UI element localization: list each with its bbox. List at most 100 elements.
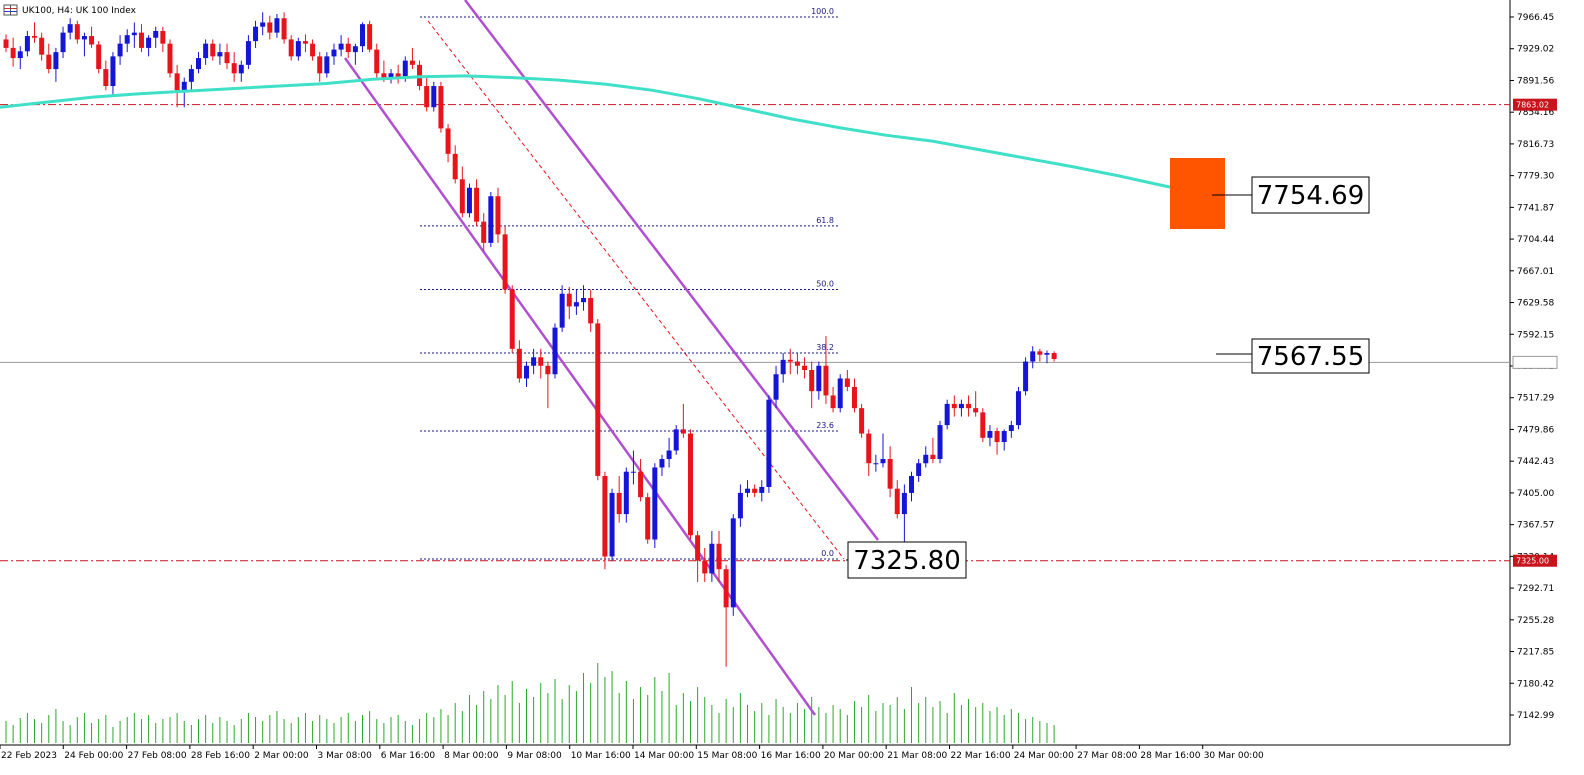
candle [602, 471, 608, 570]
candle-body [638, 471, 644, 498]
candle-body [17, 51, 23, 59]
symbol-grid-icon [3, 4, 18, 16]
candle-body [352, 46, 358, 53]
candle [980, 408, 986, 443]
y-tick-label: 7667.01 [1517, 267, 1554, 277]
candle [595, 319, 601, 481]
candle [994, 427, 1000, 455]
candle-body [81, 36, 87, 40]
candle [866, 429, 872, 476]
candle-body [481, 221, 487, 243]
candle [1030, 346, 1036, 369]
candle-body [816, 365, 822, 392]
fibonacci-trend-line [427, 20, 845, 560]
candle-body [773, 374, 779, 400]
candle [360, 22, 365, 53]
candle [302, 34, 308, 53]
x-tick-label: 21 Mar 08:00 [887, 751, 947, 761]
candle [167, 39, 173, 78]
candle [702, 548, 708, 582]
candle-body [802, 365, 808, 371]
candle-body [402, 60, 408, 77]
candle-body [830, 395, 836, 409]
candle [930, 437, 936, 464]
candle [431, 81, 437, 112]
x-tick-label: 16 Mar 16:00 [761, 751, 821, 761]
chart-header: UK100, H4: UK 100 Index [3, 4, 137, 16]
candle-body [110, 56, 116, 87]
price-callout: 7754.69 [1212, 176, 1370, 214]
fibonacci-retracement[interactable]: 100.0 61.8 50.0 38.2 23.6 0.0 [420, 7, 845, 560]
candle [802, 357, 808, 379]
candle-body [167, 43, 173, 74]
candle [823, 336, 829, 404]
candle-body [851, 386, 857, 409]
current-price-tag-text: 7559.00 [1516, 358, 1549, 367]
candle [695, 531, 701, 582]
candle [281, 12, 287, 44]
x-tick-label: 9 Mar 08:00 [507, 751, 562, 761]
candle-body [545, 365, 551, 375]
candle-body [274, 18, 280, 33]
candle-body [388, 73, 394, 78]
candle [687, 429, 693, 540]
candle-body [909, 475, 915, 493]
candle [816, 361, 822, 400]
candle [39, 32, 45, 61]
candle-body [709, 543, 715, 574]
price-axis[interactable]: 7966.45 7929.02 7891.56 7854.16 7816.73 7779.… [1510, 13, 1558, 721]
candle-body [509, 289, 515, 349]
candle [623, 467, 629, 523]
candle [459, 166, 465, 218]
candle [752, 484, 758, 498]
y-tick-label: 7592.15 [1517, 330, 1554, 340]
candle-body [53, 52, 59, 70]
candle [67, 18, 73, 40]
candle [630, 450, 636, 485]
candle-body [331, 49, 337, 57]
candle-body [787, 359, 793, 362]
candle-body [616, 492, 622, 515]
candle-body [1030, 351, 1036, 362]
candle-body [923, 454, 929, 464]
candle [74, 20, 80, 44]
candle [909, 471, 915, 502]
y-tick-label: 7741.87 [1517, 203, 1554, 213]
candle-body [1015, 391, 1021, 426]
candle-body [117, 43, 123, 57]
y-tick-label: 7779.30 [1517, 172, 1554, 182]
candle [60, 26, 66, 59]
candle-body [523, 365, 529, 379]
candle-body [973, 408, 979, 413]
candle-body [438, 86, 444, 129]
candle-body [680, 429, 686, 434]
x-tick-label: 24 Feb 00:00 [64, 751, 123, 761]
candle-body [146, 37, 152, 48]
descending-channel[interactable] [343, 0, 879, 716]
candle [680, 403, 686, 438]
candle [131, 22, 137, 48]
x-tick-label: 20 Mar 00:00 [824, 751, 884, 761]
y-tick-label: 7405.00 [1517, 489, 1554, 499]
candle-body [302, 41, 308, 44]
candle [153, 26, 159, 48]
candle-body [295, 41, 301, 57]
candle-body [267, 22, 273, 33]
candle-body [652, 467, 658, 540]
candle-body [780, 359, 786, 375]
candle-body [823, 365, 829, 396]
price-annotations[interactable]: 7754.69 7567.55 7325.80 [846, 158, 1370, 579]
fib-level-label: 0.0 [821, 549, 834, 558]
candle-body [395, 73, 401, 77]
candle [951, 395, 957, 417]
candle [588, 289, 594, 332]
candle-body [103, 69, 109, 87]
candle-body [196, 58, 202, 70]
candle-body [217, 52, 223, 57]
candle [338, 35, 344, 57]
time-axis[interactable]: 22 Feb 2023 24 Feb 00:00 27 Feb 08:00 28 Fe… [0, 745, 1264, 761]
candle-body [759, 486, 765, 493]
candle [310, 39, 316, 61]
x-tick-label: 24 Mar 00:00 [1014, 751, 1074, 761]
